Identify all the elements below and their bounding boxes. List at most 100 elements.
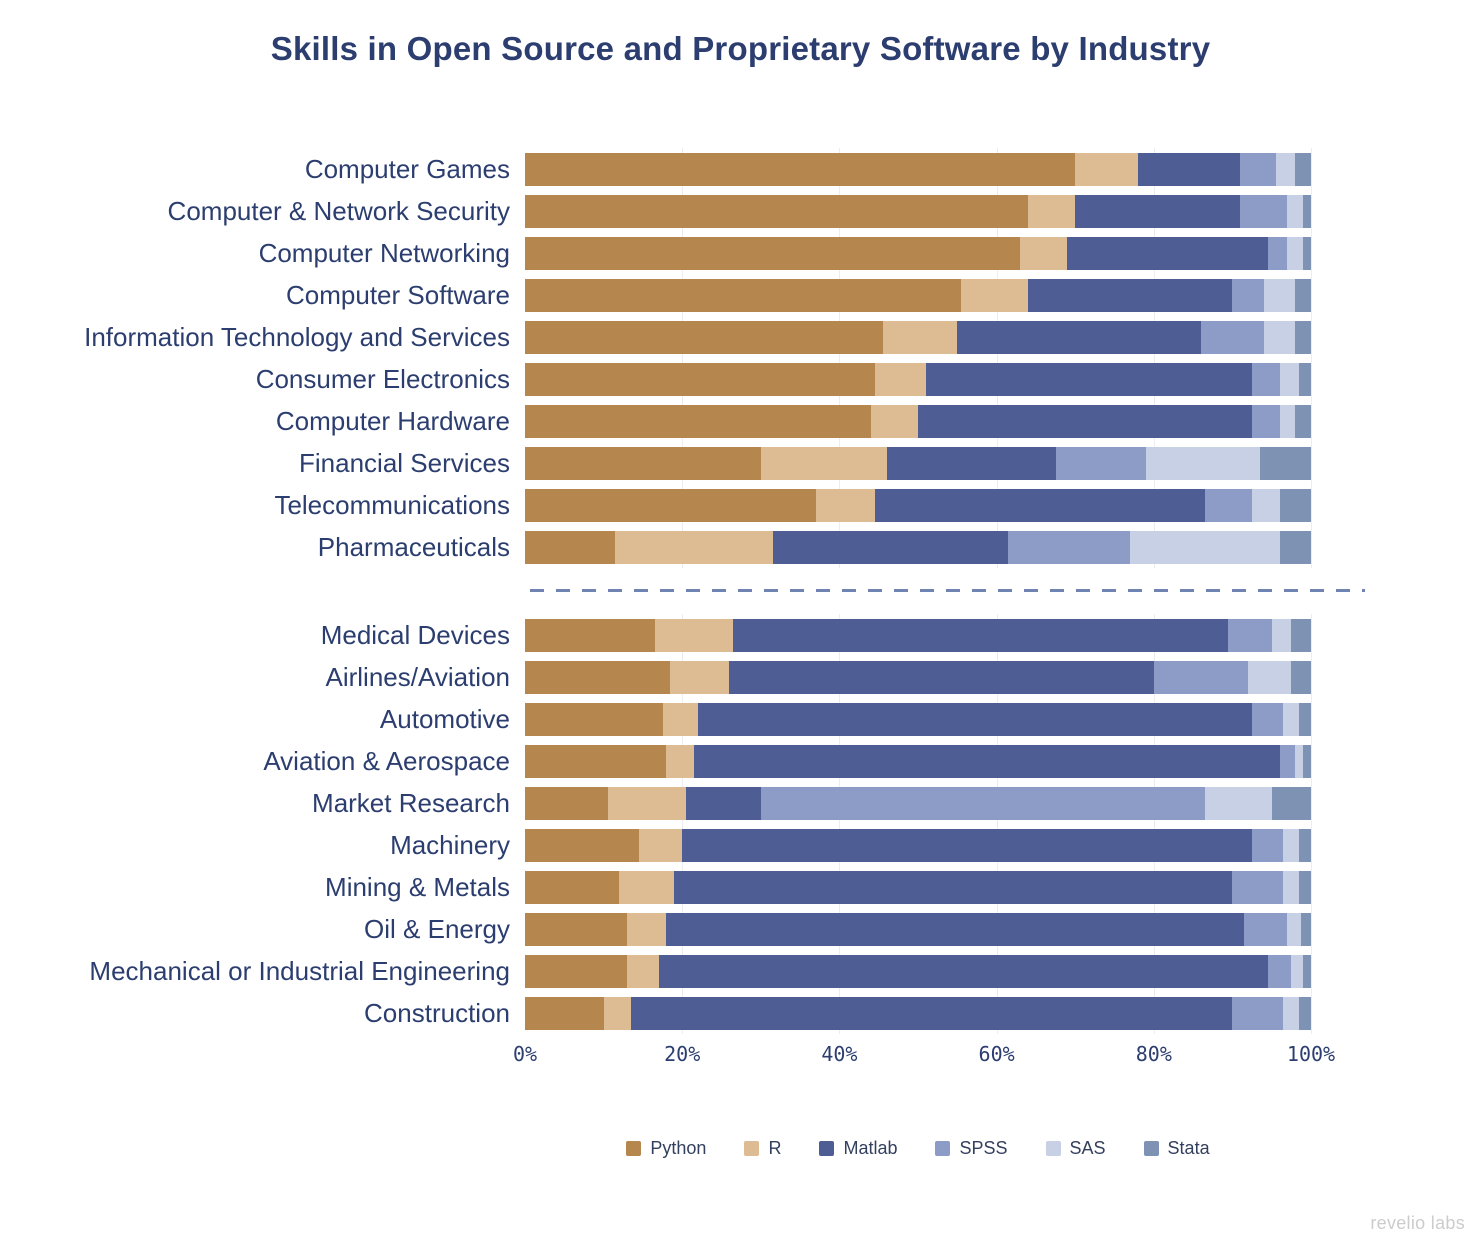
bar-segment-sas xyxy=(1283,828,1300,862)
industry-label: Medical Devices xyxy=(320,619,510,650)
bar-segment-spss xyxy=(1228,618,1272,652)
chart-title: Skills in Open Source and Proprietary So… xyxy=(270,30,1211,67)
industry-label: Oil & Energy xyxy=(364,913,510,944)
bar-segment-matlab xyxy=(674,870,1233,904)
industry-row: Computer Hardware xyxy=(15,400,1311,442)
bar-segment-python xyxy=(525,870,620,904)
industry-label: Airlines/Aviation xyxy=(325,661,510,692)
bar-segment-sas xyxy=(1279,404,1296,438)
stacked-bar xyxy=(525,828,1311,862)
bar-segment-spss xyxy=(1232,870,1284,904)
bar-segment-sas xyxy=(1275,152,1296,186)
legend-swatch-r xyxy=(744,1141,760,1156)
bar-segment-python xyxy=(525,278,962,312)
industry-row: Aviation & Aerospace xyxy=(15,740,1311,782)
legend-label: R xyxy=(768,1138,782,1158)
bar-segment-sas xyxy=(1248,660,1292,694)
legend-item: SAS xyxy=(1045,1138,1106,1159)
x-axis: 0% 20% 40% 60% 80% 100% xyxy=(513,1042,1335,1072)
bar-segment-matlab xyxy=(1075,194,1241,228)
industry-row: Computer Networking xyxy=(15,232,1311,274)
bar-segment-sas xyxy=(1287,912,1301,946)
bar-segment-sas xyxy=(1263,320,1296,354)
bar-segment-sas xyxy=(1130,530,1280,564)
stacked-bar xyxy=(525,530,1311,564)
x-tick-label: 100% xyxy=(1286,1042,1336,1066)
bar-segment-spss xyxy=(1008,530,1131,564)
bar-segment-r xyxy=(882,320,958,354)
bar-segment-sas xyxy=(1145,446,1260,480)
bar-segment-matlab xyxy=(729,660,1154,694)
industry-row: Financial Services xyxy=(15,442,1311,484)
bar-segment-stata xyxy=(1295,278,1311,312)
legend: Python R Matlab SPSS SAS Stata xyxy=(525,1138,1311,1159)
legend-label: Python xyxy=(650,1138,707,1158)
x-tick-label: 80% xyxy=(1135,1042,1172,1066)
bar-segment-stata xyxy=(1300,912,1311,946)
bar-segment-spss xyxy=(1232,996,1284,1030)
legend-label: SPSS xyxy=(959,1138,1008,1158)
bar-segment-r xyxy=(603,996,632,1030)
bar-segment-matlab xyxy=(1067,236,1268,270)
industry-row: Medical Devices xyxy=(15,614,1311,656)
bar-segment-python xyxy=(525,152,1076,186)
industry-row: Computer Games xyxy=(15,148,1311,190)
grid-line xyxy=(682,614,684,1034)
industry-row: Automotive xyxy=(15,698,1311,740)
group-proprietary-leaning: Medical Devices Airlines/Aviation Automoti… xyxy=(15,614,1312,1034)
legend-item: Python xyxy=(626,1138,706,1159)
bar-segment-spss xyxy=(1244,912,1288,946)
bar-segment-r xyxy=(870,404,918,438)
industry-row: Mining & Metals xyxy=(15,866,1311,908)
bar-segment-matlab xyxy=(686,786,761,820)
stacked-bar xyxy=(525,446,1311,480)
bar-segment-spss xyxy=(1232,278,1264,312)
bar-segment-python xyxy=(525,194,1029,228)
industry-label: Computer Games xyxy=(304,153,510,184)
bar-segment-stata xyxy=(1303,744,1311,778)
bar-segment-r xyxy=(760,446,887,480)
bar-segment-python xyxy=(525,660,671,694)
industry-label: Pharmaceuticals xyxy=(317,531,510,562)
bar-segment-python xyxy=(525,702,663,736)
bar-segment-stata xyxy=(1295,404,1311,438)
bar-segment-r xyxy=(815,488,875,522)
industry-row: Market Research xyxy=(15,782,1311,824)
x-tick-label: 20% xyxy=(664,1042,701,1066)
bar-segment-r xyxy=(670,660,730,694)
bar-segment-stata xyxy=(1299,702,1311,736)
bar-segment-stata xyxy=(1299,362,1311,396)
bar-segment-spss xyxy=(1240,152,1276,186)
bar-segment-spss xyxy=(1267,954,1292,988)
industry-label: Construction xyxy=(364,997,510,1028)
bar-segment-matlab xyxy=(772,530,1009,564)
bar-segment-sas xyxy=(1271,618,1292,652)
bar-segment-matlab xyxy=(874,488,1205,522)
bar-segment-spss xyxy=(1252,404,1280,438)
bar-segment-sas xyxy=(1263,278,1296,312)
bar-segment-r xyxy=(627,954,659,988)
bar-segment-matlab xyxy=(1028,278,1233,312)
legend-item: R xyxy=(744,1138,781,1159)
bar-segment-r xyxy=(662,702,698,736)
bar-segment-sas xyxy=(1283,870,1300,904)
stacked-bar xyxy=(525,362,1311,396)
bar-segment-spss xyxy=(1252,362,1280,396)
industry-label: Market Research xyxy=(312,787,510,818)
stacked-bar xyxy=(525,618,1311,652)
bar-segment-matlab xyxy=(693,744,1280,778)
bar-segment-r xyxy=(1075,152,1139,186)
bar-segment-python xyxy=(525,618,655,652)
gridlines-bottom xyxy=(525,614,1312,1034)
bar-segment-matlab xyxy=(957,320,1201,354)
bar-segment-python xyxy=(525,236,1021,270)
bar-segment-spss xyxy=(1200,320,1264,354)
bar-segment-matlab xyxy=(697,702,1253,736)
legend-swatch-matlab xyxy=(819,1141,835,1156)
grid-line xyxy=(1153,614,1155,1034)
bar-segment-python xyxy=(525,954,628,988)
legend-label: Matlab xyxy=(843,1138,898,1158)
industry-label: Information Technology and Services xyxy=(84,321,510,352)
industry-row: Oil & Energy xyxy=(15,908,1311,950)
bar-segment-r xyxy=(666,744,694,778)
